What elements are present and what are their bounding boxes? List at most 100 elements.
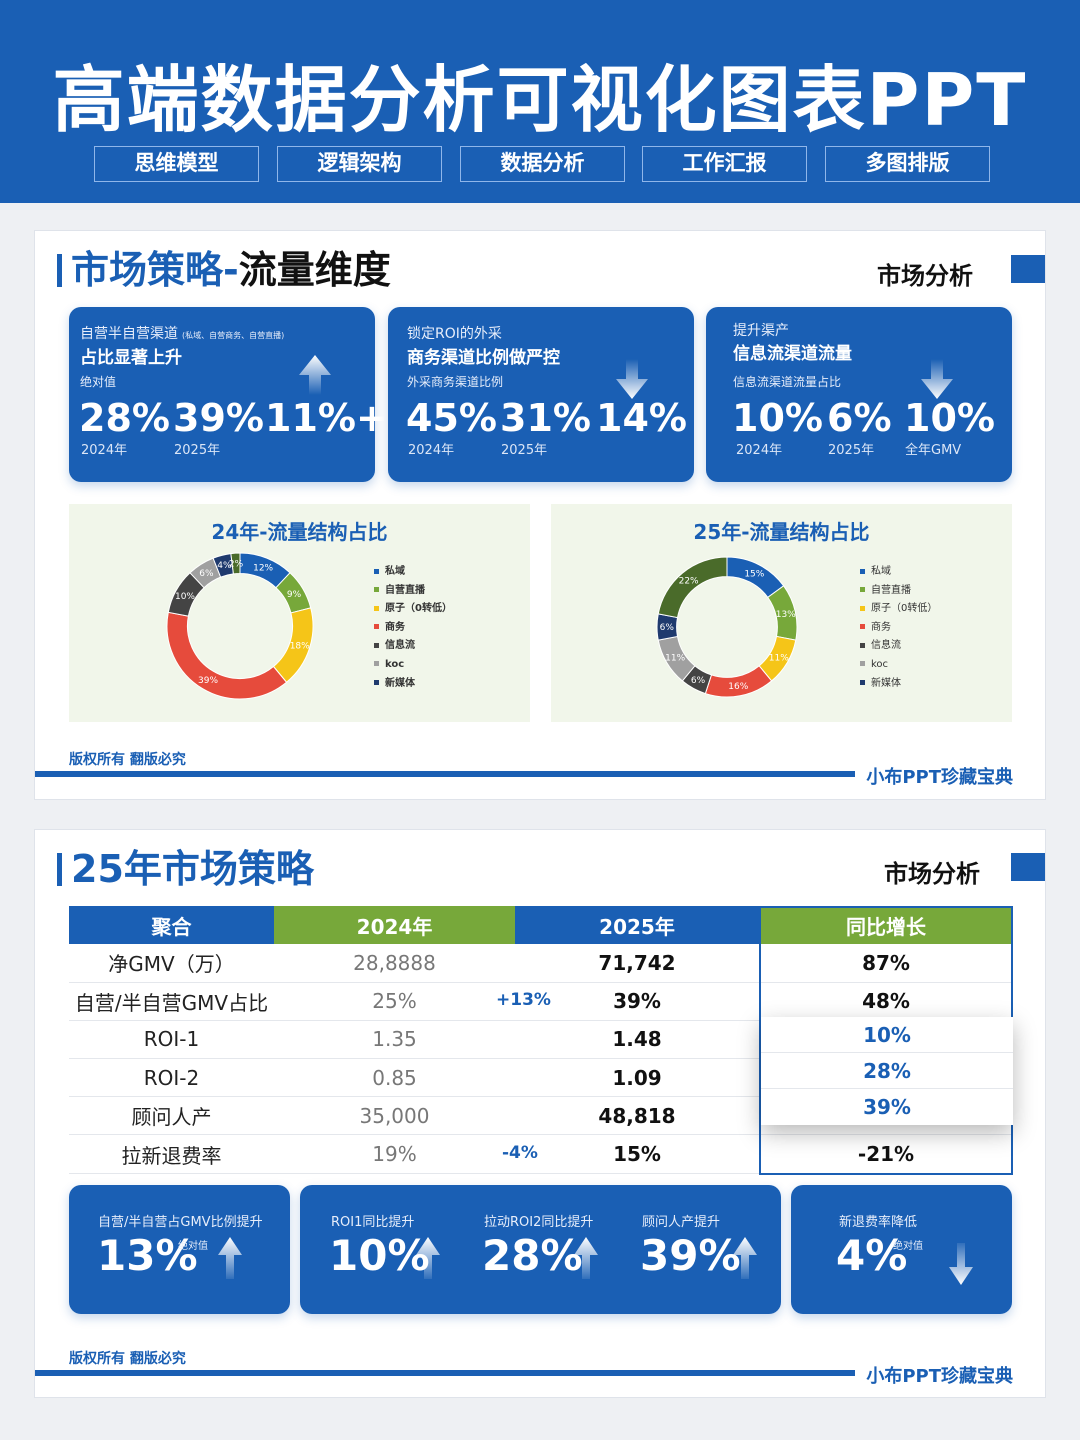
slice-label: 13% (776, 610, 796, 620)
slice-label: 12% (253, 564, 273, 574)
table-row: 顾问人产 35,000 48,818 (69, 1096, 1013, 1136)
cell-2024: 19% (274, 1134, 515, 1174)
kpi-sub: 信息流渠道流量占比 (733, 375, 842, 389)
slice-label: 6% (660, 623, 675, 633)
delta-label: +13% (496, 990, 551, 1010)
kpi-value-2025: 31% (500, 396, 591, 440)
cell-yoy: 48% (759, 982, 1013, 1021)
legend-label: 私域 (871, 566, 891, 577)
tag-logic-structure[interactable]: 逻辑架构 (277, 146, 442, 182)
cell-2025: 39% (515, 982, 759, 1021)
cell-metric: 顾问人产 (69, 1096, 274, 1136)
header-yoy: 同比增长 (759, 906, 1013, 944)
chart-legend: 私域 自营直播 原子（0转低） 商务 信息流 koc 新媒体 (860, 563, 937, 693)
copyright-text: 版权所有 翻版必究 (69, 1351, 186, 1367)
legend-item: 自营直播 (860, 582, 937, 601)
slice-label: 10% (175, 592, 195, 602)
legend-item: 自营直播 (374, 582, 452, 601)
kpi-small-note: (私域、自营商务、自营直播) (182, 331, 285, 340)
kpi-label: 新退费率降低 (839, 1215, 918, 1230)
legend-item: 原子（0转低） (374, 600, 452, 619)
popup-value: 28% (761, 1053, 1013, 1089)
cell-metric: 自营/半自营GMV占比 (69, 982, 274, 1021)
legend-swatch (860, 642, 865, 648)
kpi-value-delta: 10% (904, 396, 995, 440)
slide-title-rest: 流量维度 (238, 248, 391, 292)
legend-label: 私域 (385, 566, 405, 577)
legend-item: koc (860, 656, 937, 675)
slide-traffic-strategy: 市场策略-流量维度 市场分析 自营半自营渠道 (私域、自营商务、自营直播) 占比显… (34, 230, 1046, 800)
tag-work-report[interactable]: 工作汇报 (642, 146, 807, 182)
cell-2024: 25% (274, 982, 515, 1021)
cell-2025: 15% (515, 1134, 759, 1174)
kpi-sub: 外采商务渠道比例 (407, 375, 504, 389)
popup-value: 39% (863, 1095, 911, 1119)
legend-swatch (374, 605, 379, 611)
legend-item: 私域 (374, 563, 452, 582)
legend-label: 新媒体 (871, 677, 901, 689)
delta-label: -4% (502, 1143, 538, 1163)
cell-2025: 1.48 (515, 1020, 759, 1060)
slice-label: 11% (769, 654, 789, 664)
legend-label: 自营直播 (871, 584, 911, 596)
legend-swatch (860, 568, 865, 574)
cell-metric: 拉新退费率 (69, 1134, 274, 1174)
footer-bar (35, 771, 855, 777)
kpi-value: 10% (329, 1231, 430, 1280)
cell-2025: 1.09 (515, 1058, 759, 1098)
arrow-up-icon (574, 1237, 598, 1279)
yoy-popup: 10% 28% 39% (761, 1017, 1013, 1125)
legend-swatch (374, 587, 379, 593)
kpi-card-feed-channel: 提升渠产 信息流渠道流量 信息流渠道流量占比 10% 6% 10% 2024年 … (706, 307, 1012, 482)
legend-swatch (374, 624, 379, 630)
corner-square (1011, 255, 1045, 283)
kpi-year-2024: 2024年 (736, 443, 783, 458)
legend-item: 原子（0转低） (860, 600, 937, 619)
cell-metric: ROI-2 (69, 1058, 274, 1098)
popup-value: 10% (761, 1017, 1013, 1053)
cell-metric: 净GMV（万） (69, 944, 274, 983)
kpi-year-2024: 2024年 (81, 443, 128, 458)
slice-label: 9% (287, 590, 302, 600)
chart-2024-traffic: 24年-流量结构占比 12% 9% 18% 39% 10% 6% 4% 2% 私域 自营直播 原子… (69, 504, 530, 722)
chart-legend: 私域 自营直播 原子（0转低） 商务 信息流 koc 新媒体 (374, 563, 452, 693)
tag-data-analysis[interactable]: 数据分析 (460, 146, 625, 182)
cell-yoy: 87% (759, 944, 1013, 983)
header-2024: 2024年 (274, 906, 515, 944)
kpi-value-2025: 6% (827, 396, 892, 440)
kpi-note: 绝对值 (178, 1241, 208, 1252)
legend-swatch (374, 642, 379, 648)
kpi-label: 拉动ROI2同比提升 (484, 1215, 594, 1230)
kpi-value-2024: 10% (732, 396, 823, 440)
arrow-up-icon (416, 1237, 440, 1279)
kpi-heading: 信息流渠道流量 (733, 344, 852, 364)
kpi-year-2025: 2025年 (828, 443, 875, 458)
tag-thinking-model[interactable]: 思维模型 (94, 146, 259, 182)
cell-2024: 1.35 (274, 1020, 515, 1060)
brand-text: 小布PPT珍藏宝典 (866, 1366, 1013, 1387)
kpi-value-2024: 28% (79, 396, 170, 440)
cell-yoy: -21% (759, 1134, 1013, 1174)
legend-item: 新媒体 (860, 675, 937, 694)
donut-chart-2024: 12% 9% 18% 39% 10% 6%4%2% (166, 552, 314, 700)
legend-item: 商务 (860, 619, 937, 638)
hero-tags: 思维模型 逻辑架构 数据分析 工作汇报 多图排版 (94, 146, 990, 182)
arrow-down-icon (616, 359, 648, 399)
legend-item: 私域 (860, 563, 937, 582)
kpi-heading: 商务渠道比例做严控 (407, 348, 560, 368)
cell-2025: 71,742 (515, 944, 759, 983)
cell-2024: 28,8888 (274, 944, 515, 983)
tag-multi-layout[interactable]: 多图排版 (825, 146, 990, 182)
legend-swatch (860, 605, 865, 611)
legend-label: 信息流 (385, 640, 415, 652)
arrow-up-icon (733, 1237, 757, 1279)
donut-slice (230, 552, 241, 575)
legend-swatch (860, 587, 865, 593)
kpi-value-delta: 14% (596, 396, 687, 440)
kpi-note: 绝对值 (893, 1241, 923, 1252)
legend-label: koc (385, 658, 405, 670)
legend-label: 商务 (871, 621, 891, 633)
slide-title-main: 市场策略- (71, 248, 239, 292)
hero-title: 高端数据分析可视化图表PPT (52, 58, 1028, 142)
copyright-text: 版权所有 翻版必究 (69, 752, 186, 768)
